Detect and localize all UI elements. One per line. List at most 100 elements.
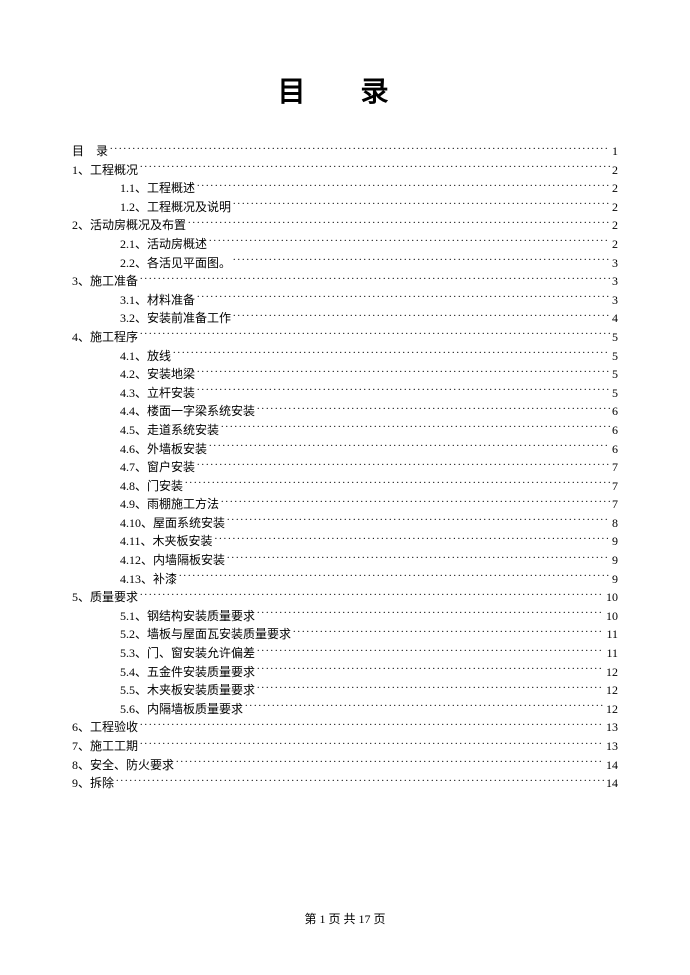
toc-entry: 5.6、内隔墙板质量要求 12: [72, 700, 618, 719]
toc-entry-label: 4.12、内墙隔板安装: [120, 551, 225, 570]
toc-entry: 6、工程验收13: [72, 718, 618, 737]
toc-entry-page: 11: [606, 644, 618, 663]
toc-entry-label: 4.9、雨棚施工方法: [120, 495, 219, 514]
toc-entry-label: 1.2、工程概况及说明: [120, 198, 231, 217]
toc-entry-page: 5: [612, 328, 618, 347]
toc-entry: 7、施工工期 13: [72, 737, 618, 756]
toc-entry-page: 5: [612, 347, 618, 366]
toc-entry-label: 5.5、木夹板安装质量要求: [120, 681, 255, 700]
toc-dots-leader: [185, 478, 610, 490]
toc-dots-leader: [233, 255, 610, 267]
toc-entry-page: 2: [612, 216, 618, 235]
toc-dots-leader: [140, 719, 604, 731]
toc-entry-label: 2、活动房概况及布置: [72, 216, 186, 235]
toc-dots-leader: [257, 403, 610, 415]
toc-entry-label: 目 录: [72, 142, 108, 161]
toc-entry-page: 11: [606, 625, 618, 644]
toc-entry-label: 4、施工程序: [72, 328, 138, 347]
toc-dots-leader: [257, 608, 604, 620]
toc-entry-page: 2: [612, 179, 618, 198]
toc-entry-page: 13: [606, 737, 618, 756]
toc-dots-leader: [233, 310, 610, 322]
toc-entry-page: 9: [612, 532, 618, 551]
toc-entry-page: 3: [612, 291, 618, 310]
toc-entry-page: 6: [612, 440, 618, 459]
toc-dots-leader: [197, 292, 610, 304]
toc-entry-page: 6: [612, 402, 618, 421]
toc-entry: 3、施工准备3: [72, 272, 618, 291]
toc-entry-page: 2: [612, 161, 618, 180]
toc-dots-leader: [140, 162, 610, 174]
toc-entry-page: 8: [612, 514, 618, 533]
toc-entry-page: 12: [606, 700, 618, 719]
toc-entry-page: 13: [606, 718, 618, 737]
toc-entry-label: 3、施工准备: [72, 272, 138, 291]
toc-dots-leader: [215, 533, 610, 545]
toc-entry-page: 12: [606, 681, 618, 700]
toc-entry-page: 6: [612, 421, 618, 440]
toc-entry-page: 7: [612, 458, 618, 477]
toc-entry-label: 1.1、工程概述: [120, 179, 195, 198]
toc-entry-label: 4.2、安装地梁: [120, 365, 195, 384]
toc-entry: 4.11、木夹板安装9: [72, 532, 618, 551]
toc-dots-leader: [245, 701, 604, 713]
toc-entry: 4.10、屋面系统安装 8: [72, 514, 618, 533]
toc-dots-leader: [209, 236, 610, 248]
toc-entry: 4.12、内墙隔板安装 9: [72, 551, 618, 570]
toc-entry-page: 1: [612, 142, 618, 161]
toc-entry: 4.3、立杆安装5: [72, 384, 618, 403]
toc-entry-label: 8、安全、防火要求: [72, 756, 174, 775]
toc-entry-label: 5、质量要求: [72, 588, 138, 607]
toc-entry-label: 3.2、安装前准备工作: [120, 309, 231, 328]
toc-entry: 4.1、放线 5: [72, 347, 618, 366]
toc-dots-leader: [116, 775, 604, 787]
toc-dots-leader: [140, 738, 604, 750]
toc-entry-label: 5.1、钢结构安装质量要求: [120, 607, 255, 626]
table-of-contents: 目 录11、工程概况21.1、工程概述21.2、工程概况及说明22、活动房概况及…: [72, 142, 618, 793]
toc-entry: 2.1、活动房概述2: [72, 235, 618, 254]
toc-dots-leader: [110, 143, 610, 155]
toc-dots-leader: [227, 515, 610, 527]
toc-entry-label: 4.8、门安装: [120, 477, 183, 496]
toc-dots-leader: [179, 571, 610, 583]
toc-entry: 5.3、门、窗安装允许偏差 11: [72, 644, 618, 663]
toc-dots-leader: [176, 757, 604, 769]
toc-entry-page: 3: [612, 254, 618, 273]
toc-dots-leader: [227, 552, 610, 564]
toc-entry-label: 4.1、放线: [120, 347, 171, 366]
toc-entry-label: 4.4、楼面一字梁系统安装: [120, 402, 255, 421]
toc-entry-label: 5.3、门、窗安装允许偏差: [120, 644, 255, 663]
toc-entry-label: 4.5、走道系统安装: [120, 421, 219, 440]
toc-entry-label: 5.2、墙板与屋面瓦安装质量要求: [120, 625, 291, 644]
toc-dots-leader: [257, 664, 604, 676]
toc-dots-leader: [257, 682, 604, 694]
toc-entry-page: 7: [612, 495, 618, 514]
toc-entry: 1.1、工程概述 2: [72, 179, 618, 198]
toc-entry: 4.5、走道系统安装 6: [72, 421, 618, 440]
toc-entry-page: 10: [606, 607, 618, 626]
toc-dots-leader: [209, 441, 610, 453]
toc-entry: 3.2、安装前准备工作4: [72, 309, 618, 328]
toc-entry: 1.2、工程概况及说明2: [72, 198, 618, 217]
toc-dots-leader: [233, 199, 610, 211]
toc-dots-leader: [140, 589, 604, 601]
toc-entry-label: 4.10、屋面系统安装: [120, 514, 225, 533]
toc-dots-leader: [221, 496, 610, 508]
toc-entry-label: 9、拆除: [72, 774, 114, 793]
toc-entry-label: 7、施工工期: [72, 737, 138, 756]
toc-entry: 5.2、墙板与屋面瓦安装质量要求 11: [72, 625, 618, 644]
toc-entry-label: 4.6、外墙板安装: [120, 440, 207, 459]
toc-entry-page: 2: [612, 235, 618, 254]
toc-entry-label: 4.13、补漆: [120, 570, 177, 589]
toc-entry-page: 14: [606, 774, 618, 793]
toc-entry: 4.7、窗户安装 7: [72, 458, 618, 477]
toc-entry-label: 5.6、内隔墙板质量要求: [120, 700, 243, 719]
toc-entry: 4.4、楼面一字梁系统安装 6: [72, 402, 618, 421]
toc-entry-page: 9: [612, 551, 618, 570]
toc-entry-page: 10: [606, 588, 618, 607]
toc-entry: 5.5、木夹板安装质量要求 12: [72, 681, 618, 700]
toc-entry-label: 4.7、窗户安装: [120, 458, 195, 477]
toc-entry-page: 9: [612, 570, 618, 589]
toc-entry-page: 5: [612, 384, 618, 403]
toc-dots-leader: [188, 217, 610, 229]
